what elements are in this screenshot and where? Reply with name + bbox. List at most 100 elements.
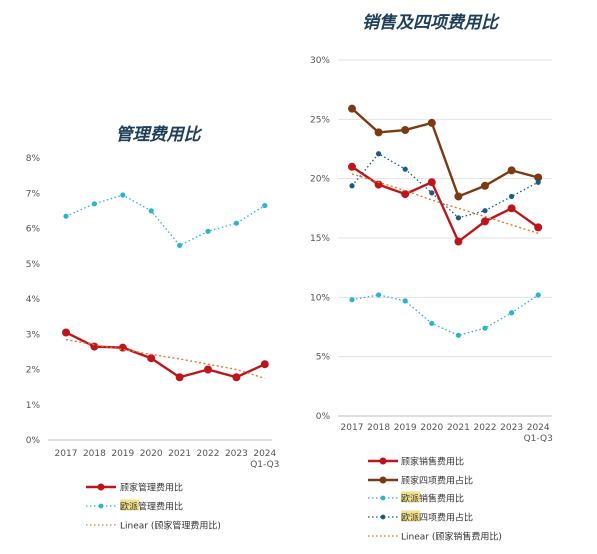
data-point <box>232 373 241 382</box>
data-point <box>260 360 269 369</box>
legend-swatch-marker <box>98 503 104 509</box>
series-line-0 <box>351 165 539 244</box>
data-point <box>118 343 127 352</box>
x-tick-label: 2021 <box>168 449 191 459</box>
series-line-2 <box>351 294 539 336</box>
legend-entry: 顾家四项费用占比 <box>401 475 473 487</box>
legend-entry: 欧派管理费用比 <box>120 501 183 513</box>
data-point <box>429 190 435 196</box>
data-point <box>402 166 408 172</box>
x-tick-sublabel: Q1-Q3 <box>250 460 279 470</box>
legend-entry: 顾家管理费用比 <box>120 482 183 494</box>
data-point <box>427 178 436 187</box>
data-point <box>349 297 355 303</box>
data-point <box>90 342 99 351</box>
x-tick-label: 2022 <box>197 449 220 459</box>
data-point <box>374 128 383 137</box>
legend-highlight <box>401 510 420 522</box>
data-point <box>348 162 356 171</box>
data-point <box>376 151 382 157</box>
y-tick-label: 4% <box>26 295 41 305</box>
y-tick-label: 15% <box>310 234 330 244</box>
data-point <box>91 201 97 207</box>
x-tick-label: 2018 <box>367 423 390 433</box>
data-point <box>177 242 183 249</box>
x-tick-label: 2024 <box>527 423 550 433</box>
data-point <box>233 220 239 226</box>
x-tick-label: 2020 <box>420 423 443 433</box>
y-tick-label: 0% <box>316 412 331 422</box>
data-point <box>507 166 516 175</box>
data-point <box>63 213 69 219</box>
data-point <box>348 104 356 113</box>
series-line-4 <box>351 173 539 234</box>
y-tick-label: 10% <box>310 293 330 303</box>
series-line-1 <box>351 107 539 199</box>
data-point <box>455 215 461 221</box>
data-point <box>507 204 516 213</box>
data-point <box>374 180 383 189</box>
x-tick-label: 2017 <box>341 423 364 433</box>
y-tick-label: 20% <box>310 175 330 185</box>
data-point <box>427 118 436 127</box>
data-point <box>205 228 211 234</box>
legend-entry: Linear (顾家销售费用比) <box>401 531 502 543</box>
data-point <box>262 202 268 209</box>
data-point <box>455 332 461 338</box>
legend-entry: 欧派销售费用比 <box>401 493 464 505</box>
data-point <box>482 208 488 214</box>
x-tick-label: 2020 <box>140 449 163 459</box>
data-point <box>175 373 184 382</box>
data-point <box>204 365 212 374</box>
data-point <box>535 179 541 185</box>
y-tick-label: 1% <box>26 401 41 411</box>
data-point <box>509 193 515 200</box>
legend-swatch-marker <box>380 514 386 520</box>
x-tick-label: 2017 <box>55 449 78 459</box>
data-point <box>454 192 463 201</box>
legend-highlight <box>120 499 139 511</box>
legend-swatch-marker <box>379 476 387 484</box>
y-tick-label: 25% <box>310 115 330 125</box>
y-tick-label: 5% <box>26 260 41 270</box>
data-point <box>481 181 489 190</box>
data-point <box>534 223 543 232</box>
chart-0: 0% 1% 2% 3% 4% 5% 6% 7% 8% 2017 2018 2019 2020 2021 20… <box>26 154 280 532</box>
data-point <box>402 298 408 304</box>
x-tick-sublabel: Q1-Q3 <box>524 434 553 444</box>
legend-swatch-marker <box>97 483 105 491</box>
right-chart-title: 销售及四项费用比 <box>362 13 500 33</box>
data-point <box>376 292 382 298</box>
data-point <box>509 310 515 316</box>
data-point <box>148 208 154 214</box>
data-point <box>401 126 410 135</box>
y-tick-label: 5% <box>316 353 331 363</box>
x-tick-label: 2024 <box>253 449 276 459</box>
y-tick-label: 6% <box>26 225 41 235</box>
legend-entry: Linear (顾家管理费用比) <box>120 520 221 532</box>
y-tick-label: 0% <box>26 436 41 446</box>
y-tick-label: 3% <box>26 330 41 340</box>
y-tick-label: 2% <box>26 366 41 376</box>
chart-1: 0% 5% 10% 15% 20% 25% 30% 2017 2018 2019 2020 2021 2… <box>310 56 553 543</box>
series-line-0 <box>65 331 266 379</box>
left-chart-title: 管理费用比 <box>116 125 203 145</box>
data-point <box>62 328 70 337</box>
data-point <box>482 325 488 331</box>
x-tick-label: 2019 <box>394 423 417 433</box>
data-point <box>481 217 489 226</box>
data-point <box>454 237 463 246</box>
legend-highlight <box>401 491 420 503</box>
legend-entry: 欧派四项费用占比 <box>401 512 473 524</box>
x-tick-label: 2019 <box>111 449 134 459</box>
series-line-2 <box>65 338 266 379</box>
data-point <box>120 192 126 198</box>
legend-entry: 顾家销售费用比 <box>401 456 464 468</box>
x-tick-label: 2018 <box>83 449 106 459</box>
data-point <box>534 173 543 182</box>
legend-swatch-marker <box>380 495 386 501</box>
x-tick-label: 2023 <box>500 423 523 433</box>
y-tick-label: 30% <box>310 56 330 66</box>
x-tick-label: 2022 <box>474 423 497 433</box>
